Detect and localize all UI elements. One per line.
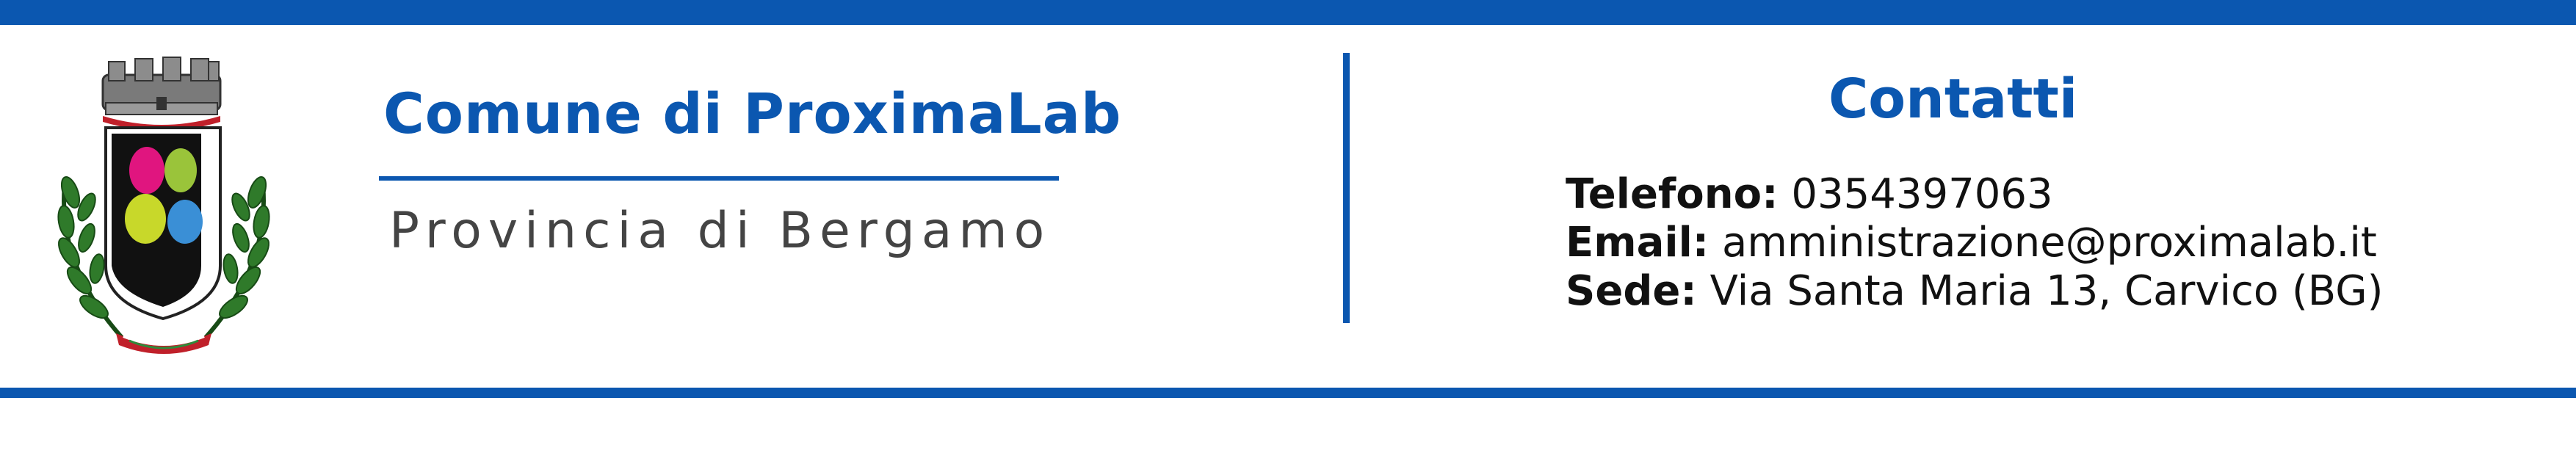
municipality-title: Comune di ProximaLab xyxy=(383,81,1122,146)
province-subtitle: Provincia di Bergamo xyxy=(389,202,1052,260)
crown-icon xyxy=(101,57,222,131)
email-label: Email: xyxy=(1566,219,1710,267)
bottom-border xyxy=(0,388,2576,398)
ribbon-icon xyxy=(116,333,211,354)
vertical-divider xyxy=(1343,53,1350,323)
title-underline xyxy=(379,176,1059,181)
phone-label: Telefono: xyxy=(1566,170,1779,218)
laurel-branches-icon xyxy=(57,176,270,341)
shield-icon xyxy=(104,126,222,321)
top-border xyxy=(0,0,2576,25)
contacts-heading: Contatti xyxy=(1828,68,2078,131)
phone-value[interactable]: 0354397063 xyxy=(1791,170,2053,218)
address-value: Via Santa Maria 13, Carvico (BG) xyxy=(1710,267,2384,315)
address-line: Sede: Via Santa Maria 13, Carvico (BG) xyxy=(1566,267,2383,315)
coat-of-arms-icon xyxy=(57,57,270,354)
phone-line: Telefono: 0354397063 xyxy=(1566,170,2053,218)
email-line: Email: amministrazione@proximalab.it xyxy=(1566,219,2377,267)
address-label: Sede: xyxy=(1566,267,1697,315)
email-value[interactable]: amministrazione@proximalab.it xyxy=(1722,219,2377,267)
